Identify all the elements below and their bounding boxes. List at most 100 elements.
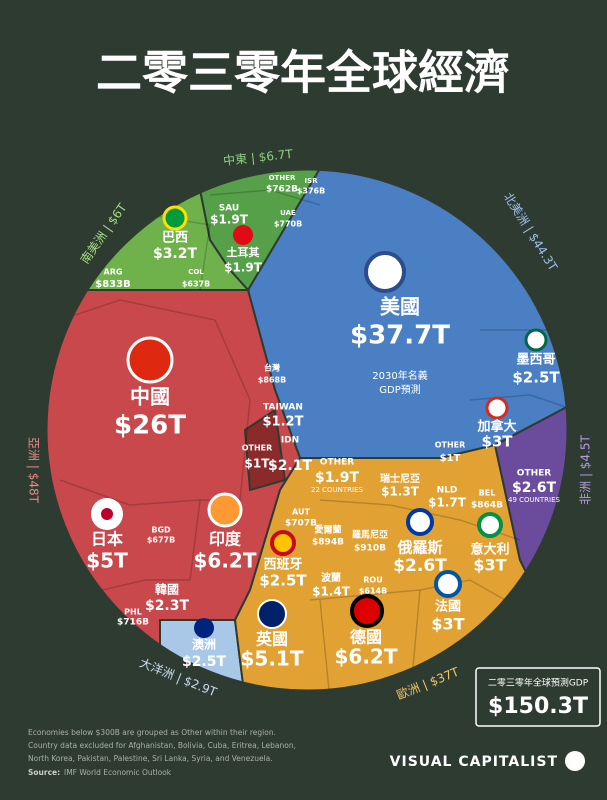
cell-value: $26T: [114, 411, 186, 441]
flag: [162, 205, 188, 231]
cell-value: $1.9T: [315, 470, 360, 486]
flag: [364, 251, 406, 293]
title: 二零三零年全球經濟: [96, 46, 510, 100]
cell-name: 加拿大: [476, 419, 516, 435]
cell-value: $2.3T: [145, 598, 190, 614]
center-note: 2030年名義: [372, 369, 427, 382]
cell-value: $2.5T: [259, 572, 307, 590]
cell-value: $376B: [297, 187, 325, 196]
cell-name: NLD: [437, 486, 458, 496]
cell-name: 英國: [255, 630, 288, 649]
outline: [44, 167, 570, 693]
cell-name: 巴西: [162, 231, 188, 246]
flag: [257, 599, 287, 629]
cell-value: $6.2T: [335, 645, 398, 669]
cell-value: $716B: [117, 618, 149, 628]
flag: [434, 570, 462, 598]
cell-value: $1T: [245, 457, 271, 471]
cell-value: $1.4T: [312, 585, 351, 599]
cell-name: COL: [188, 268, 204, 276]
cell-value: $864B: [471, 501, 503, 511]
cell-name: 羅馬尼亞: [352, 530, 388, 541]
cell-name: 西班牙: [263, 557, 302, 573]
cell-value: $2.6T: [393, 556, 447, 576]
cell-value: $3T: [481, 433, 513, 451]
cell-value: $5.1T: [241, 647, 304, 671]
cell-value: $1T: [440, 453, 461, 464]
cell-name: 俄羅斯: [396, 539, 442, 557]
cell-name: ISR: [304, 177, 318, 185]
cell-name: OTHER: [242, 444, 273, 453]
flag: [477, 512, 503, 538]
flag: [406, 508, 434, 536]
cell-value: $614B: [359, 587, 387, 596]
cell-value: $6.2T: [194, 549, 257, 573]
cell-border: [469, 394, 568, 411]
flag: [194, 618, 214, 638]
cell-value: $2.1T: [268, 458, 313, 474]
cell-value: $3T: [431, 615, 464, 634]
cell-name: 韓國: [155, 582, 179, 597]
cell-value: $3T: [473, 556, 506, 575]
source-label: Source:: [28, 768, 60, 777]
region-label: 非洲 | $4.5T: [579, 434, 593, 504]
center-note: GDP預測: [379, 383, 420, 396]
cell-name: 土耳其: [227, 245, 260, 259]
cell-value: $762B: [266, 185, 298, 195]
cell-name: OTHER: [517, 469, 551, 479]
cell-note: 49 COUNTRIES: [508, 496, 561, 504]
cell-name: PHL: [124, 608, 142, 617]
cell-value: $2.6T: [512, 480, 557, 496]
flag: [126, 336, 174, 384]
cell-value: $770B: [274, 220, 302, 229]
cell-note: 22 COUNTRIES: [311, 486, 364, 494]
cell-value: $1.9T: [210, 213, 249, 227]
cell-name: 墨西哥: [516, 352, 555, 368]
footnote: Country data excluded for Afghanistan, B…: [28, 741, 296, 750]
cell-name: ARG: [104, 268, 123, 277]
cell-value: $2.5T: [182, 654, 227, 670]
cell-value: $37.7T: [350, 321, 450, 351]
total-label: 二零三零年全球預測GDP: [488, 677, 589, 689]
total-value: $150.3T: [488, 694, 588, 719]
footnote: North Korea, Pakistan, Palestine, Sri La…: [28, 754, 273, 763]
cell-name: 台灣: [264, 363, 280, 373]
footnote: Economies below $300B are grouped as Oth…: [28, 728, 276, 737]
cell-name: 愛爾蘭: [314, 524, 341, 536]
flag: [524, 328, 548, 352]
cell-name: 波蘭: [321, 571, 341, 584]
cell-value: $637B: [182, 280, 210, 289]
flag: [233, 225, 253, 245]
flags: [91, 205, 548, 638]
regions: [46, 169, 568, 691]
flag: [485, 396, 509, 420]
asia-other: [243, 408, 287, 492]
cell-name: 印度: [209, 530, 242, 549]
total-box: [475, 667, 601, 727]
region-label: 中東 | $6.7T: [222, 146, 294, 168]
cell-value: $1.7T: [428, 496, 467, 510]
cell-name: 澳洲: [192, 637, 216, 652]
cell-border: [59, 299, 251, 506]
cell-value: $868B: [258, 376, 286, 385]
cell-name: OTHER: [269, 174, 296, 182]
cell-name: SAU: [219, 204, 239, 214]
flag: [350, 594, 384, 628]
cell-border: [209, 189, 321, 206]
cell-name: AUT: [292, 508, 310, 517]
cell-name: 意大利: [470, 542, 509, 558]
cell-name: UAE: [280, 209, 296, 217]
cell-value: $5T: [86, 549, 128, 573]
cell-name: 瑞士尼亞: [380, 472, 420, 485]
brand: VISUAL CAPITALIST: [390, 754, 558, 770]
cell-name: OTHER: [435, 441, 466, 450]
cell-name: IDN: [281, 436, 299, 446]
cell-name: BEL: [479, 489, 496, 498]
cell-value: $1.9T: [224, 261, 263, 275]
flag: [207, 492, 243, 528]
cell-value: $3.2T: [153, 246, 198, 262]
cell-border: [319, 599, 331, 691]
brand-logo: [565, 751, 585, 771]
